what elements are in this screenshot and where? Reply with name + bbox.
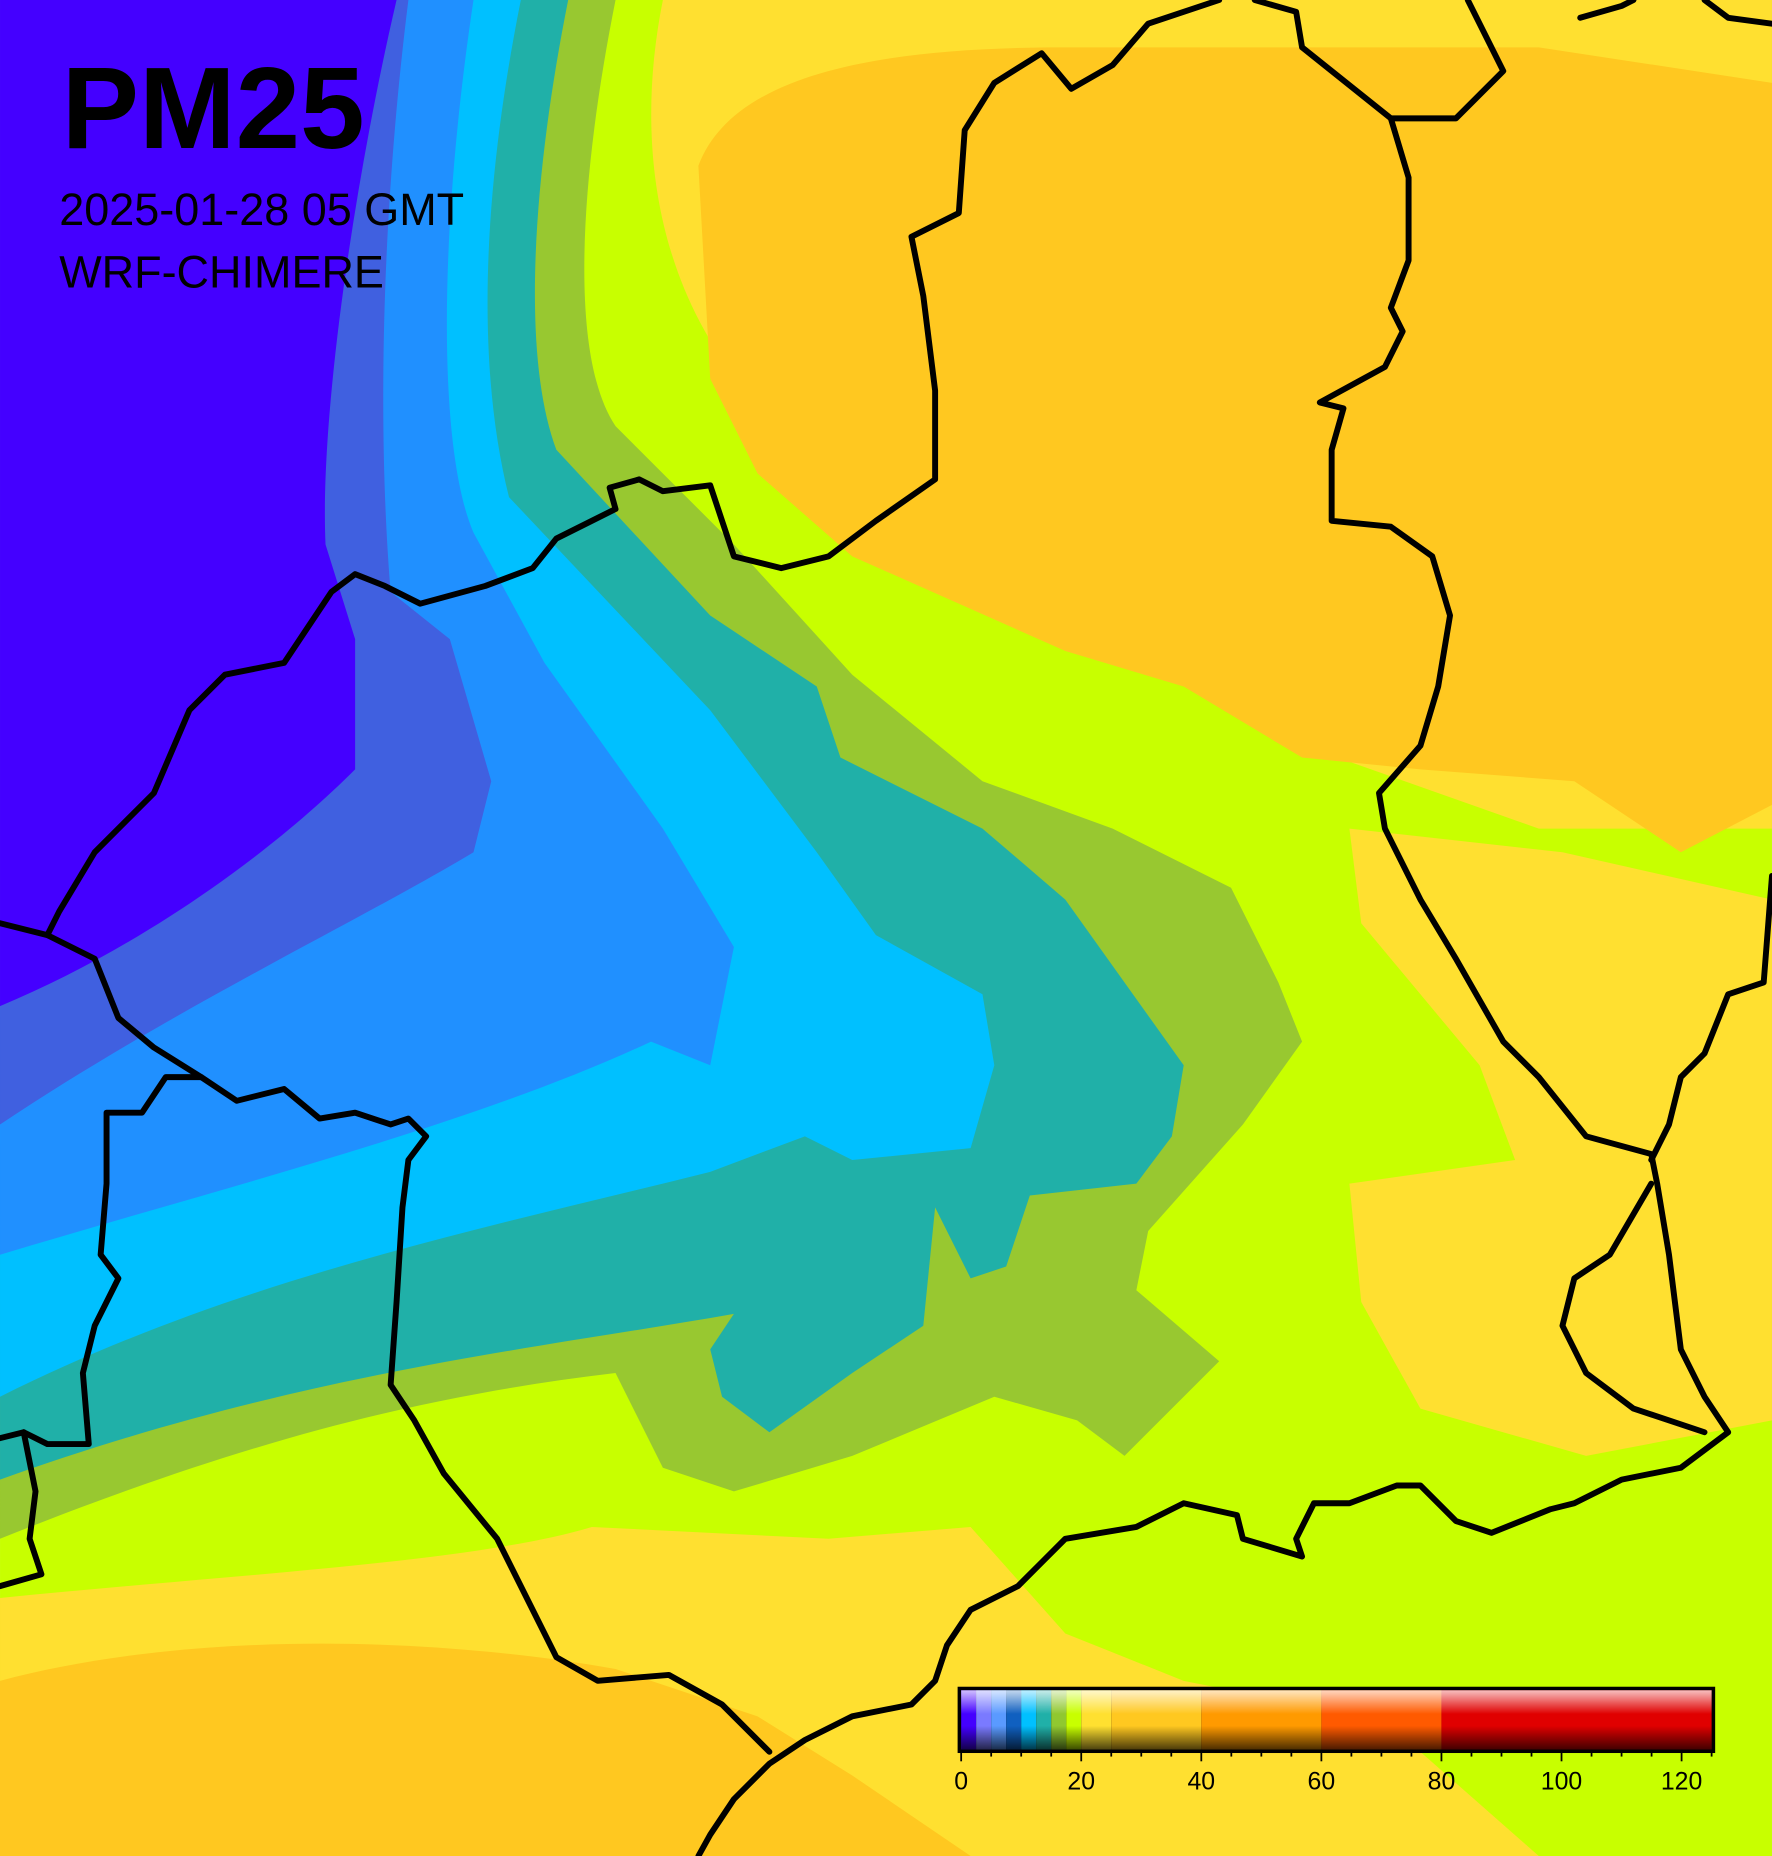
colorbar-shading — [961, 1690, 1712, 1750]
tick-label: 100 — [1541, 1769, 1582, 1796]
tick-label: 80 — [1428, 1769, 1456, 1796]
tick-label: 120 — [1661, 1769, 1702, 1796]
border-line — [1577, 0, 1772, 27]
field-orange — [698, 47, 1772, 853]
border-line — [695, 115, 1732, 1856]
field-indigo — [0, 0, 397, 1007]
border-line — [44, 932, 773, 1755]
map-subtitle: 2025-01-28 05 GMT — [59, 184, 464, 235]
border-line — [1559, 1180, 1708, 1436]
tick-label: 60 — [1308, 1769, 1336, 1796]
tick-label: 40 — [1187, 1769, 1215, 1796]
border-line — [0, 1429, 45, 1590]
colorbar: 0 20 40 60 80 100 120 — [954, 1686, 1716, 1796]
coastline — [0, 0, 1223, 939]
model-label: WRF-CHIMERE — [59, 247, 384, 298]
border-line — [0, 1074, 205, 1448]
tick-label: 0 — [954, 1769, 968, 1796]
tick-label: 20 — [1067, 1769, 1095, 1796]
field-yellow — [1349, 828, 1772, 1456]
border-line — [1648, 872, 1772, 1163]
map-title: PM25 — [62, 43, 365, 173]
